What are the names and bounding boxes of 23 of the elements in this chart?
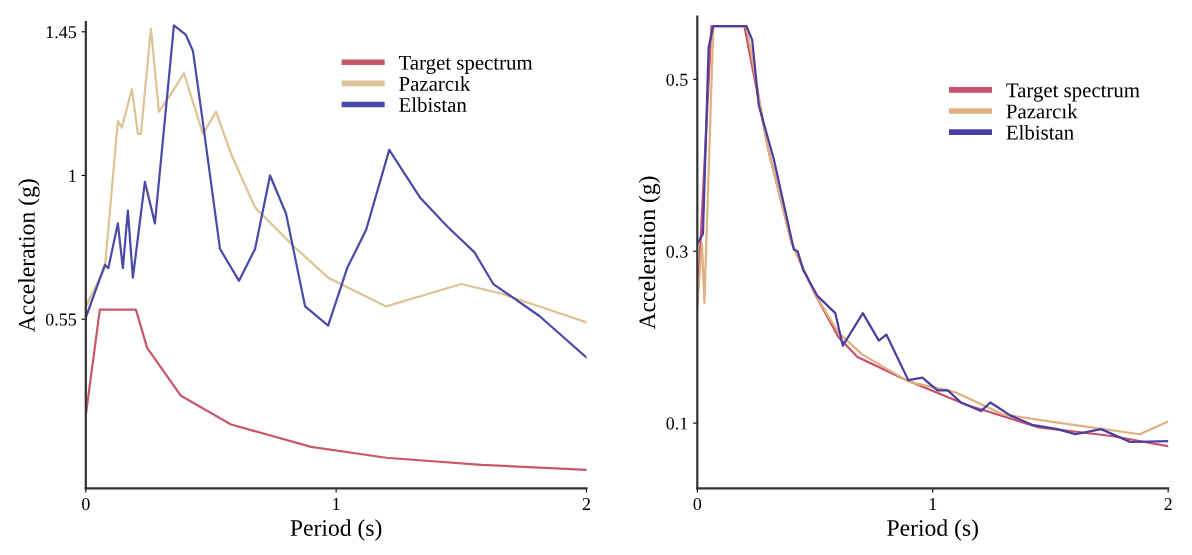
legend-label: Target spectrum bbox=[1006, 83, 1140, 102]
x-tick-label: 2 bbox=[1164, 498, 1172, 510]
y-tick-label: 0.55 bbox=[45, 313, 77, 326]
legend-label: Target spectrum bbox=[398, 55, 533, 75]
x-tick-label: 2 bbox=[582, 498, 590, 510]
y-axis-title: Acceleration (g) bbox=[18, 179, 40, 333]
line-series bbox=[85, 308, 587, 471]
y-axis-title: Acceleration (g) bbox=[638, 176, 661, 330]
x-tick-label: 0 bbox=[82, 497, 90, 511]
y-tick-label: 1.45 bbox=[46, 26, 77, 39]
legend-label: Elbistan bbox=[1006, 124, 1074, 140]
legend-label: Elbistan bbox=[399, 97, 467, 112]
y-tick-label: 0.5 bbox=[666, 73, 688, 86]
x-tick-label: 1 bbox=[333, 498, 340, 510]
x-tick-label: 1 bbox=[929, 498, 937, 510]
y-tick-label: 1 bbox=[69, 169, 76, 182]
y-tick-label: 0.3 bbox=[666, 245, 688, 258]
x-axis-title: Period (s) bbox=[887, 519, 978, 541]
x-axis-title: Period (s) bbox=[290, 519, 382, 541]
y-tick-label: 0.1 bbox=[666, 417, 688, 430]
legend-label: Pazarcık bbox=[399, 76, 471, 91]
x-tick-label: 0 bbox=[693, 497, 702, 511]
legend-label: Pazarcık bbox=[1006, 103, 1078, 119]
